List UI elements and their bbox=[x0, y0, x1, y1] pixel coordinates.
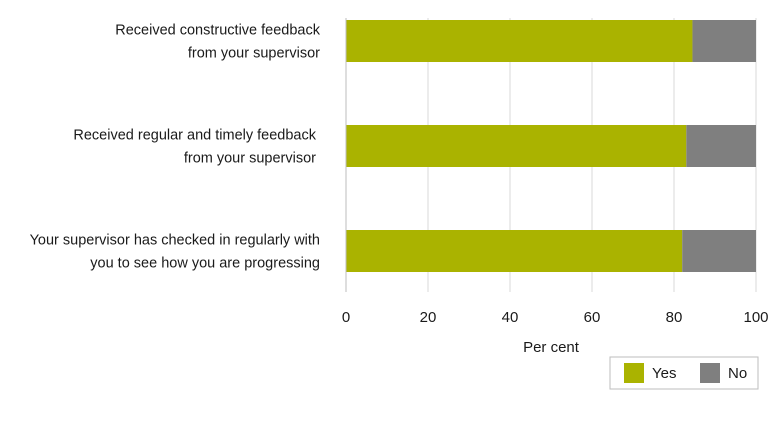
category-labels: Received constructive feedback from your … bbox=[30, 23, 321, 272]
x-axis-title: Per cent bbox=[523, 339, 580, 356]
bar-yes-3 bbox=[346, 230, 683, 272]
bar-yes-2 bbox=[346, 125, 687, 167]
bars bbox=[346, 20, 756, 272]
category-label: Received constructive feedback bbox=[115, 23, 320, 39]
category-label: Received regular and timely feedback bbox=[73, 128, 316, 144]
x-tick-label: 60 bbox=[584, 309, 601, 326]
legend-swatch-no bbox=[700, 363, 720, 383]
x-tick-label: 80 bbox=[666, 309, 683, 326]
category-label: you to see how you are progressing bbox=[90, 256, 320, 272]
legend-label-no: No bbox=[728, 365, 747, 382]
legend-label-yes: Yes bbox=[652, 365, 676, 382]
legend-swatch-yes bbox=[624, 363, 644, 383]
x-axis-ticks: 0 20 40 60 80 100 bbox=[342, 309, 768, 326]
legend: Yes No bbox=[609, 356, 759, 390]
x-tick-label: 40 bbox=[502, 309, 519, 326]
x-tick-label: 20 bbox=[420, 309, 437, 326]
bar-no-1 bbox=[692, 20, 756, 62]
category-label: from your supervisor bbox=[184, 151, 316, 167]
category-label: Your supervisor has checked in regularly… bbox=[30, 233, 320, 249]
x-tick-label: 100 bbox=[743, 309, 768, 326]
bar-yes-1 bbox=[346, 20, 693, 62]
bar-no-2 bbox=[686, 125, 756, 167]
x-tick-label: 0 bbox=[342, 309, 350, 326]
category-label: from your supervisor bbox=[188, 46, 320, 62]
bar-no-3 bbox=[682, 230, 756, 272]
